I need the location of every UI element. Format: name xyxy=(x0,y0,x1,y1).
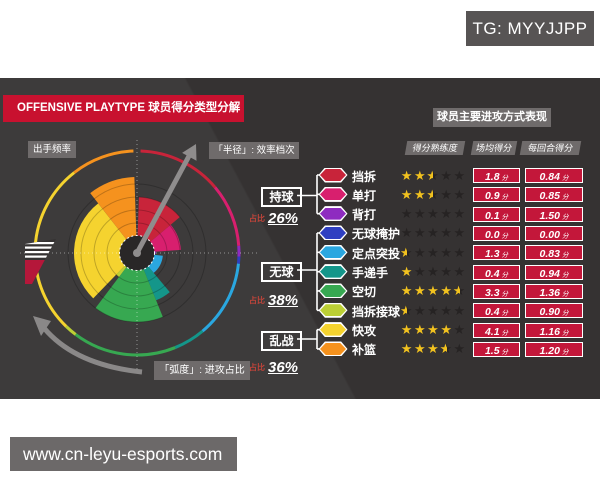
radius-legend-label: 「半径」: 效率档次 xyxy=(209,142,299,159)
tg-contact-badge: TG: MYYJJPP xyxy=(466,11,594,46)
radius-arrow xyxy=(133,144,197,257)
group-share-offball: 占比 38% xyxy=(249,292,299,309)
group-share-scramble: 占比 36% xyxy=(249,359,299,376)
ring-arc-挡拆 xyxy=(140,149,217,189)
arc-legend-label: 「弧度」: 进攻占比 xyxy=(154,361,250,380)
ring-arc-空切 xyxy=(74,333,176,357)
column-header-proficiency: 得分熟练度 xyxy=(404,141,466,155)
ring-arc-无球掩护 xyxy=(236,256,241,264)
website-badge: www.cn-leyu-esports.com xyxy=(10,437,237,471)
ring-arc-单打 xyxy=(213,186,241,246)
ring-arc-定点突投 xyxy=(201,263,240,333)
page-title: OFFENSIVE PLAYTYPE 球员得分类型分解 xyxy=(3,95,244,122)
wedge-补篮 xyxy=(90,177,137,253)
wedge-快攻 xyxy=(74,203,137,299)
frequency-flag-icon xyxy=(25,239,56,284)
ring-arc-手递手 xyxy=(174,329,204,349)
ring-arc-补篮 xyxy=(73,149,134,174)
share-label: 占比 xyxy=(249,363,265,372)
share-label: 占比 xyxy=(249,214,265,223)
group-box-scramble: 乱战 xyxy=(261,331,302,351)
wedge-挡拆 xyxy=(137,197,180,253)
wedge-空切 xyxy=(95,253,163,323)
column-header-ppg: 场均得分 xyxy=(470,141,518,155)
group-box-ballhandler: 持球 xyxy=(261,187,302,207)
table-title: 球员主要进攻方式表现 xyxy=(433,108,551,127)
shot-frequency-label: 出手频率 xyxy=(28,141,76,158)
share-label: 占比 xyxy=(249,296,265,305)
ring-arc-挡拆接球 xyxy=(65,325,77,336)
column-header-ppp: 每回合得分 xyxy=(519,141,582,155)
playtype-polar-chart xyxy=(20,140,321,375)
group-box-offball: 无球 xyxy=(261,262,302,282)
group-share-ballhandler: 占比 26% xyxy=(249,210,299,227)
arc-direction-arrow xyxy=(33,316,143,375)
